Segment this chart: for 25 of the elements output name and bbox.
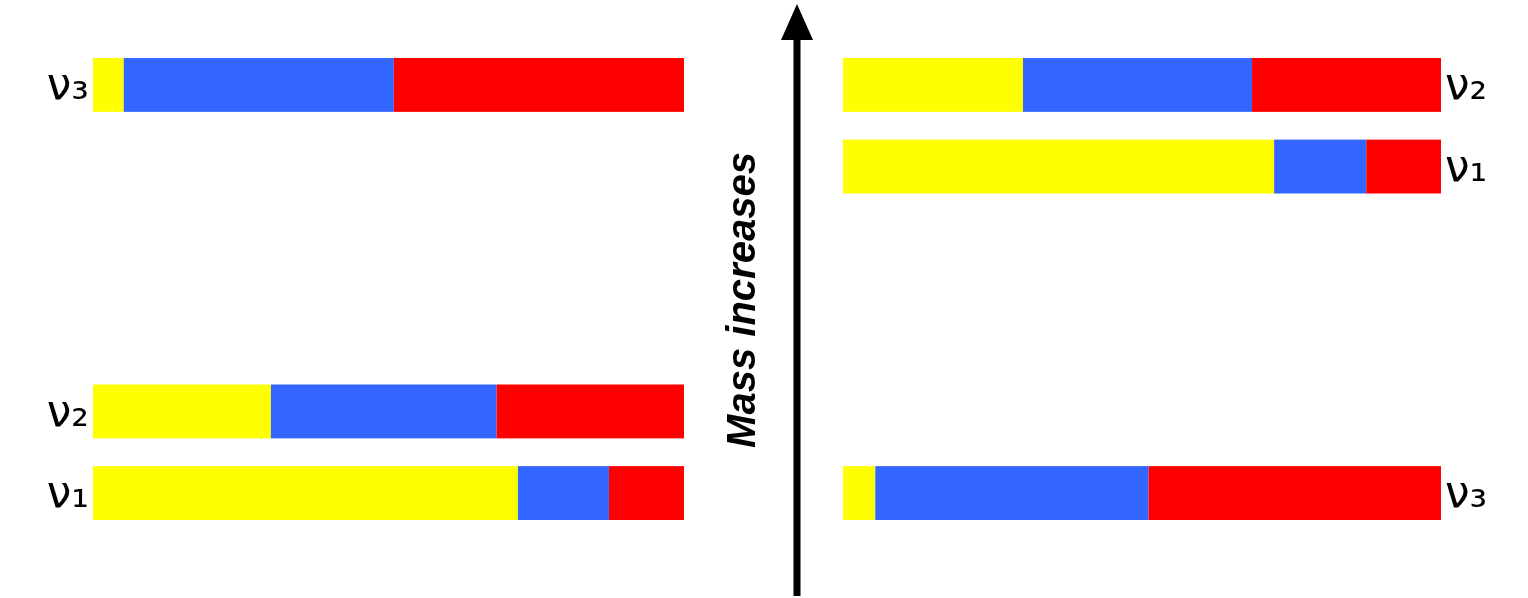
bar (93, 58, 124, 112)
bar (393, 58, 684, 112)
bar (1252, 58, 1441, 112)
y-tick-label: ν₂ (1445, 58, 1488, 110)
bar (496, 384, 684, 439)
bar (875, 466, 1149, 520)
bar (843, 466, 876, 520)
y-tick-label: ν₂ (46, 384, 89, 436)
bar (843, 58, 1023, 112)
bar (843, 139, 1275, 194)
bar (1274, 139, 1367, 194)
bar (93, 466, 518, 520)
y-tick-label: ν₁ (46, 466, 89, 518)
bar (608, 466, 684, 520)
bar (93, 384, 271, 439)
bar (270, 384, 497, 439)
y-tick-label: ν₃ (1445, 466, 1488, 518)
bar (1366, 139, 1441, 194)
y-tick-label: ν₃ (46, 58, 89, 110)
bar (517, 466, 609, 520)
bar (1148, 466, 1441, 520)
text: Mass increases (719, 152, 763, 448)
bar (123, 58, 394, 112)
bar (1023, 58, 1253, 112)
y-tick-label: ν₁ (1445, 139, 1488, 191)
